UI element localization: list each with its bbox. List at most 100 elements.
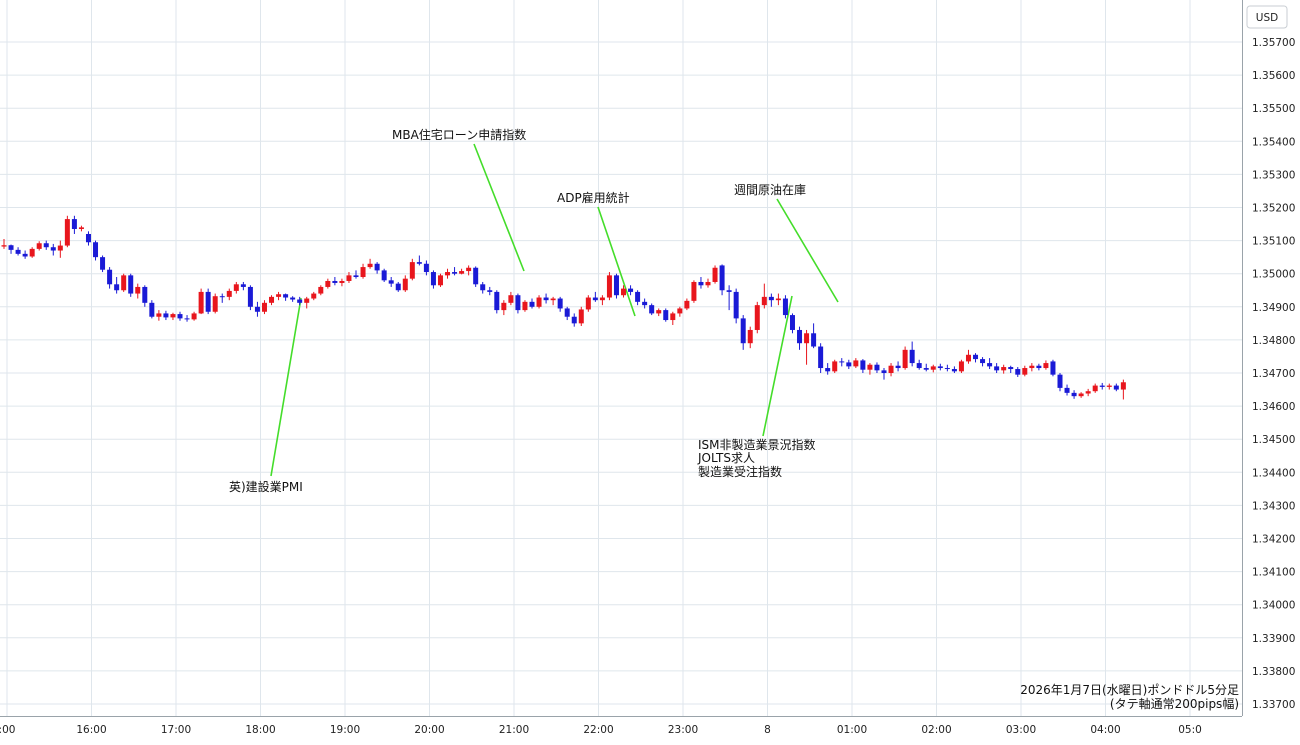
time-tick-label: 16:00	[76, 724, 106, 736]
candle	[205, 288, 211, 315]
time-tick-label: 02:00	[921, 724, 951, 736]
candle	[128, 273, 134, 297]
candle-body	[754, 305, 760, 330]
candle-body	[332, 280, 338, 283]
candle-body	[585, 297, 591, 310]
candle	[705, 278, 711, 288]
annotation-line-mba-mortgage	[473, 143, 525, 272]
candle-body	[994, 366, 1000, 371]
annotation-label-mba-mortgage: MBA住宅ローン申請指数	[392, 127, 526, 142]
candle	[1064, 384, 1070, 396]
price-tick-label: 1.35100	[1252, 236, 1295, 248]
annotation-lines	[270, 143, 839, 477]
candle-body	[712, 267, 718, 282]
candle	[515, 293, 521, 314]
candle-body	[550, 298, 556, 301]
candle-body	[501, 302, 507, 311]
candle	[1099, 382, 1105, 390]
candle-body	[29, 248, 35, 257]
candle	[698, 277, 704, 289]
candle	[754, 301, 760, 334]
candle	[973, 353, 979, 363]
candle-body	[987, 363, 993, 367]
candle-body	[311, 293, 317, 299]
candle	[578, 306, 584, 326]
price-tick-label: 1.34100	[1252, 567, 1295, 579]
candle	[1043, 360, 1049, 370]
candle-body	[832, 361, 838, 372]
currency-badge[interactable]: USD	[1246, 5, 1288, 29]
candle-body	[1120, 382, 1126, 390]
candle	[825, 363, 831, 375]
candle-body	[543, 297, 549, 301]
candle-body	[1050, 361, 1056, 375]
candle-body	[339, 280, 345, 283]
candle-body	[1078, 393, 1084, 397]
candle-body	[670, 313, 676, 321]
price-tick-label: 1.35600	[1252, 70, 1295, 82]
candle	[57, 240, 63, 258]
chart-caption-note: (タテ軸通常200pips幅)	[1110, 696, 1239, 711]
candle	[768, 293, 774, 307]
candle-body	[867, 364, 873, 370]
candle	[740, 315, 746, 350]
candle-body	[719, 265, 725, 291]
price-tick-label: 1.33700	[1252, 699, 1295, 711]
candle-body	[416, 262, 422, 264]
candle-body	[635, 291, 641, 302]
candle	[261, 300, 267, 315]
candle	[254, 301, 260, 317]
candle	[832, 359, 838, 373]
candle	[1001, 364, 1007, 374]
candle-body	[50, 247, 56, 251]
candle	[839, 358, 845, 367]
candle-body	[1008, 367, 1014, 370]
candle-body	[839, 361, 845, 363]
candle	[423, 260, 429, 276]
price-axis: 1.35700 1.35600 1.35500 1.35400 1.35300 1.352…	[1242, 0, 1295, 716]
candle	[726, 285, 732, 311]
candle-body	[1043, 363, 1049, 369]
candle-body	[902, 349, 908, 369]
candle	[951, 366, 957, 373]
candle	[818, 343, 824, 373]
candle-body	[789, 315, 795, 330]
price-tick-label: 1.35700	[1252, 37, 1295, 49]
candle-body	[452, 272, 458, 274]
price-tick-label: 1.34700	[1252, 368, 1295, 380]
candle	[719, 264, 725, 296]
candle	[592, 291, 598, 302]
candle	[677, 306, 683, 317]
candle-body	[1057, 374, 1063, 388]
candle	[29, 247, 35, 258]
candle	[867, 363, 873, 375]
candle	[508, 291, 514, 306]
candle-body	[290, 297, 296, 300]
price-tick-label: 1.34200	[1252, 534, 1295, 546]
candle-body	[1092, 385, 1098, 392]
candle-body	[437, 275, 443, 286]
candle	[437, 273, 443, 287]
candle-body	[191, 313, 197, 320]
candle-body	[958, 361, 964, 372]
price-tick-label: 1.33900	[1252, 633, 1295, 645]
candle	[93, 240, 99, 261]
candle	[1050, 359, 1056, 377]
candle-body	[473, 267, 479, 285]
candle	[445, 268, 451, 279]
candle-body	[775, 298, 781, 301]
annotation-label-crude-inventory: 週間原油在庫	[734, 183, 806, 197]
candle	[571, 313, 577, 327]
price-tick-label: 1.34500	[1252, 434, 1295, 446]
candle-body	[8, 245, 14, 250]
price-tick-label: 1.34000	[1252, 600, 1295, 612]
candle-body	[374, 263, 380, 271]
candle	[642, 298, 648, 309]
price-tick-label: 1.34400	[1252, 467, 1295, 479]
candle	[797, 326, 803, 350]
candle	[923, 363, 929, 372]
candle-body	[860, 360, 866, 370]
candle-body	[121, 275, 127, 291]
candle-body	[677, 308, 683, 314]
candle	[318, 285, 324, 296]
